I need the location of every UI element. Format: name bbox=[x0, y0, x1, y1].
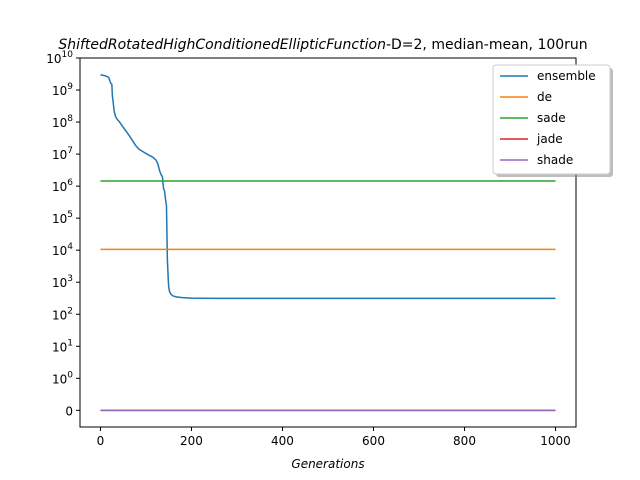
y-tick-label: 105 bbox=[52, 210, 73, 226]
x-tick-label: 0 bbox=[97, 434, 105, 448]
series-line-ensemble bbox=[100, 74, 556, 300]
y-tick-label: 101 bbox=[52, 338, 73, 354]
y-tick-label: 104 bbox=[52, 242, 73, 258]
y-tick-label: 108 bbox=[52, 114, 73, 130]
x-tick-label: 1000 bbox=[540, 434, 571, 448]
x-axis-label: Generations bbox=[291, 457, 364, 471]
chart-title-rest: -D=2, median-mean, 100run bbox=[386, 37, 588, 53]
y-tick-label: 107 bbox=[52, 146, 73, 162]
legend: ensemble de sade jade shade bbox=[492, 64, 613, 177]
y-tick-label: 0 bbox=[65, 404, 73, 418]
legend-label-ensemble: ensemble bbox=[537, 69, 596, 83]
x-axis: 0 200 400 600 800 1000 bbox=[97, 427, 571, 448]
series-group bbox=[100, 74, 556, 412]
y-axis: 0 100 101 102 103 104 105 106 107 108 109 1010 bbox=[46, 50, 80, 418]
x-tick-label: 400 bbox=[271, 434, 294, 448]
legend-label-shade: shade bbox=[537, 153, 573, 167]
y-tick-label: 1010 bbox=[46, 50, 73, 66]
chart-title: ShiftedRotatedHighConditionedEllipticFun… bbox=[58, 37, 587, 53]
y-tick-label: 103 bbox=[52, 274, 73, 290]
y-tick-label: 102 bbox=[52, 306, 73, 322]
x-tick-label: 600 bbox=[362, 434, 385, 448]
chart-title-italic: ShiftedRotatedHighConditionedEllipticFun… bbox=[58, 37, 386, 53]
x-tick-label: 800 bbox=[453, 434, 476, 448]
legend-box bbox=[492, 64, 611, 175]
y-tick-label: 106 bbox=[52, 178, 73, 194]
y-tick-label: 100 bbox=[52, 370, 73, 386]
plot-frame bbox=[79, 57, 577, 428]
legend-label-jade: jade bbox=[536, 132, 563, 146]
legend-label-de: de bbox=[537, 90, 552, 104]
x-tick-label: 200 bbox=[180, 434, 203, 448]
y-tick-label: 109 bbox=[52, 82, 73, 98]
legend-items: ensemble de sade jade shade bbox=[500, 69, 596, 167]
legend-label-sade: sade bbox=[537, 111, 566, 125]
